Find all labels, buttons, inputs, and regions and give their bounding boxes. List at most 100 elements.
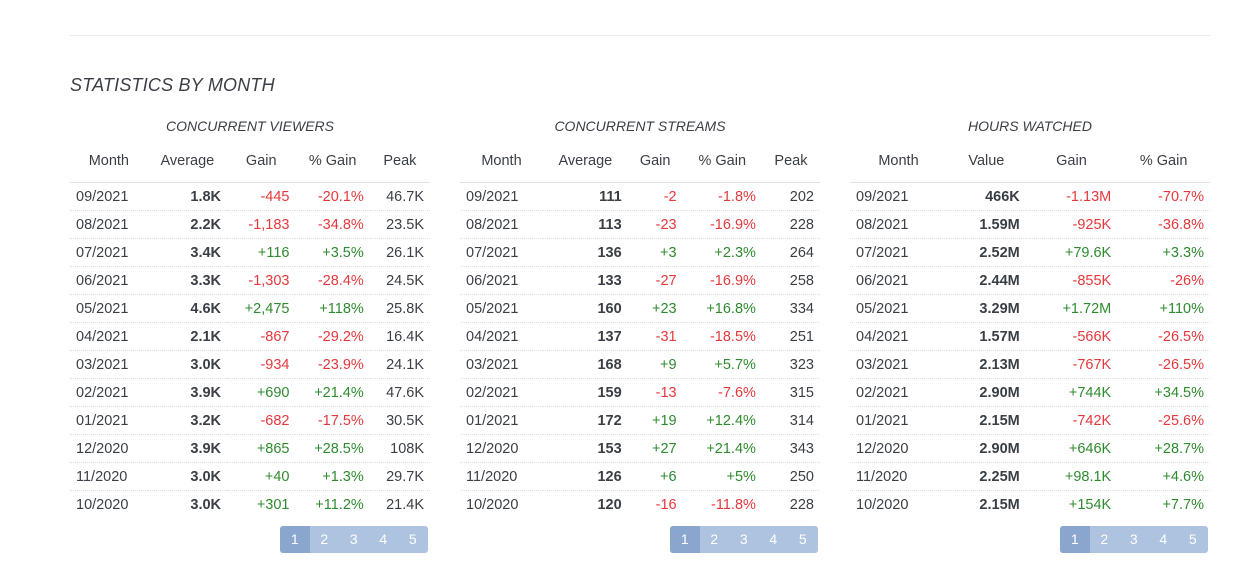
cell-peak: 264 [761, 238, 820, 267]
page-button-3[interactable]: 3 [349, 531, 358, 547]
column-header-average[interactable]: Average [147, 140, 228, 183]
column-header-month[interactable]: Month [850, 140, 947, 183]
table-row: 10/2020 120 -16 -11.8% 228 [460, 491, 820, 519]
cell-gain: -18.5% [682, 322, 762, 351]
cell-gain: +1.72M [1025, 294, 1118, 323]
table-row: 09/2021 466K -1.13M -70.7% [850, 182, 1210, 211]
page-button-5[interactable]: 5 [798, 531, 807, 547]
column-header-gain[interactable]: % Gain [1117, 140, 1210, 183]
page-button-2[interactable]: 2 [710, 531, 719, 547]
column-header-gain[interactable]: % Gain [682, 140, 762, 183]
cell-peak: 25.8K [369, 294, 430, 323]
panel-title: CONCURRENT VIEWERS [165, 118, 334, 134]
table-row: 12/2020 2.90M +646K +28.7% [850, 434, 1210, 463]
cell-gain: -934 [227, 350, 296, 379]
page-button-1[interactable]: 1 [670, 526, 700, 553]
cell-gain: +2,475 [227, 294, 296, 323]
cell-peak: 23.5K [369, 210, 430, 239]
cell-gain: +110% [1117, 294, 1210, 323]
cell-value: 2.13M [946, 350, 1026, 379]
cell-average: 3.0K [190, 496, 222, 513]
page-button-4[interactable]: 4 [1159, 531, 1168, 547]
table-row: 04/2021 2.1K -867 -29.2% 16.4K [70, 322, 430, 351]
table-row: 01/2021 2.15M -742K -25.6% [850, 406, 1210, 435]
cell-gain: -855K [1025, 266, 1118, 295]
cell-peak: 46.7K [369, 182, 430, 211]
page-button-1[interactable]: 1 [280, 526, 310, 553]
column-header-gain[interactable]: Gain [227, 140, 296, 183]
table-row: 11/2020 126 +6 +5% 250 [460, 462, 820, 491]
cell-gain: -36.8% [1117, 210, 1210, 239]
cell-gain: -13 [627, 378, 683, 407]
cell-month: 04/2021 [70, 322, 148, 351]
cell-gain: -11.8% [711, 496, 756, 513]
cell-gain: -1,183 [227, 210, 296, 239]
cell-average: 153 [542, 434, 628, 463]
cell-gain: +34.5% [1117, 378, 1210, 407]
cell-average: 160 [542, 294, 628, 323]
cell-value: 466K [946, 182, 1026, 211]
cell-average: 126 [542, 462, 628, 491]
page-button-2[interactable]: 2 [1100, 531, 1109, 547]
page-button-2[interactable]: 2 [320, 531, 329, 547]
cell-gain: +2.3% [682, 238, 762, 267]
cell-month: 03/2021 [850, 350, 947, 379]
cell-average: 3.0K [147, 350, 228, 379]
page-button-4[interactable]: 4 [769, 531, 778, 547]
column-header-month[interactable]: Month [460, 140, 543, 183]
cell-month: 12/2020 [460, 434, 543, 463]
table-row: 12/2020 3.9K +865 +28.5% 108K [70, 434, 430, 463]
cell-gain: -25.6% [1117, 406, 1210, 435]
page-button-5[interactable]: 5 [1188, 531, 1197, 547]
cell-month: 10/2020 [76, 496, 129, 513]
column-header-gain[interactable]: Gain [1025, 140, 1118, 183]
cell-gain: -566K [1025, 322, 1118, 351]
cell-average: 2.2K [147, 210, 228, 239]
cell-gain: +11.2% [315, 496, 364, 513]
cell-gain: +865 [227, 434, 296, 463]
cell-month: 07/2021 [850, 238, 947, 267]
column-header-month[interactable]: Month [70, 140, 148, 183]
table-row: 03/2021 2.13M -767K -26.5% [850, 350, 1210, 379]
cell-value: 1.57M [946, 322, 1026, 351]
table-row: 03/2021 3.0K -934 -23.9% 24.1K [70, 350, 430, 379]
cell-gain: +16.8% [682, 294, 762, 323]
page-button-4[interactable]: 4 [379, 531, 388, 547]
cell-gain: -20.1% [295, 182, 370, 211]
column-header-value[interactable]: Value [946, 140, 1026, 183]
cell-month: 08/2021 [70, 210, 148, 239]
page-button-5[interactable]: 5 [408, 531, 417, 547]
cell-peak: 16.4K [369, 322, 430, 351]
column-header-gain[interactable]: Gain [627, 140, 683, 183]
cell-month: 11/2020 [70, 462, 148, 491]
cell-gain: -742K [1025, 406, 1118, 435]
column-header-peak[interactable]: Peak [761, 140, 820, 183]
page-button-3[interactable]: 3 [739, 531, 748, 547]
cell-month: 12/2020 [850, 434, 947, 463]
cell-average: 133 [542, 266, 628, 295]
table-row: 05/2021 4.6K +2,475 +118% 25.8K [70, 294, 430, 323]
page-button-1[interactable]: 1 [1060, 526, 1090, 553]
cell-gain: +12.4% [682, 406, 762, 435]
column-header-peak[interactable]: Peak [369, 140, 430, 183]
table-row: 01/2021 3.2K -682 -17.5% 30.5K [70, 406, 430, 435]
cell-gain: -682 [227, 406, 296, 435]
cell-gain: +7.7% [1162, 496, 1204, 513]
cell-month: 04/2021 [850, 322, 947, 351]
cell-month: 08/2021 [850, 210, 947, 239]
cell-month: 01/2021 [460, 406, 543, 435]
column-header-gain[interactable]: % Gain [295, 140, 370, 183]
table-row: 10/2020 2.15M +154K +7.7% [850, 491, 1210, 519]
cell-month: 05/2021 [460, 294, 543, 323]
cell-gain: +4.6% [1117, 462, 1210, 491]
cell-gain: +5.7% [682, 350, 762, 379]
column-header-average[interactable]: Average [542, 140, 628, 183]
cell-average: 3.4K [147, 238, 228, 267]
cell-peak: 29.7K [369, 462, 430, 491]
cell-gain: +21.4% [682, 434, 762, 463]
page-button-3[interactable]: 3 [1129, 531, 1138, 547]
cell-gain: -925K [1025, 210, 1118, 239]
cell-gain: +79.6K [1025, 238, 1118, 267]
hours-watched-panel: HOURS WATCHED Month Value Gain% Gain 09/2021… [850, 112, 1210, 518]
cell-gain: -26.5% [1117, 322, 1210, 351]
